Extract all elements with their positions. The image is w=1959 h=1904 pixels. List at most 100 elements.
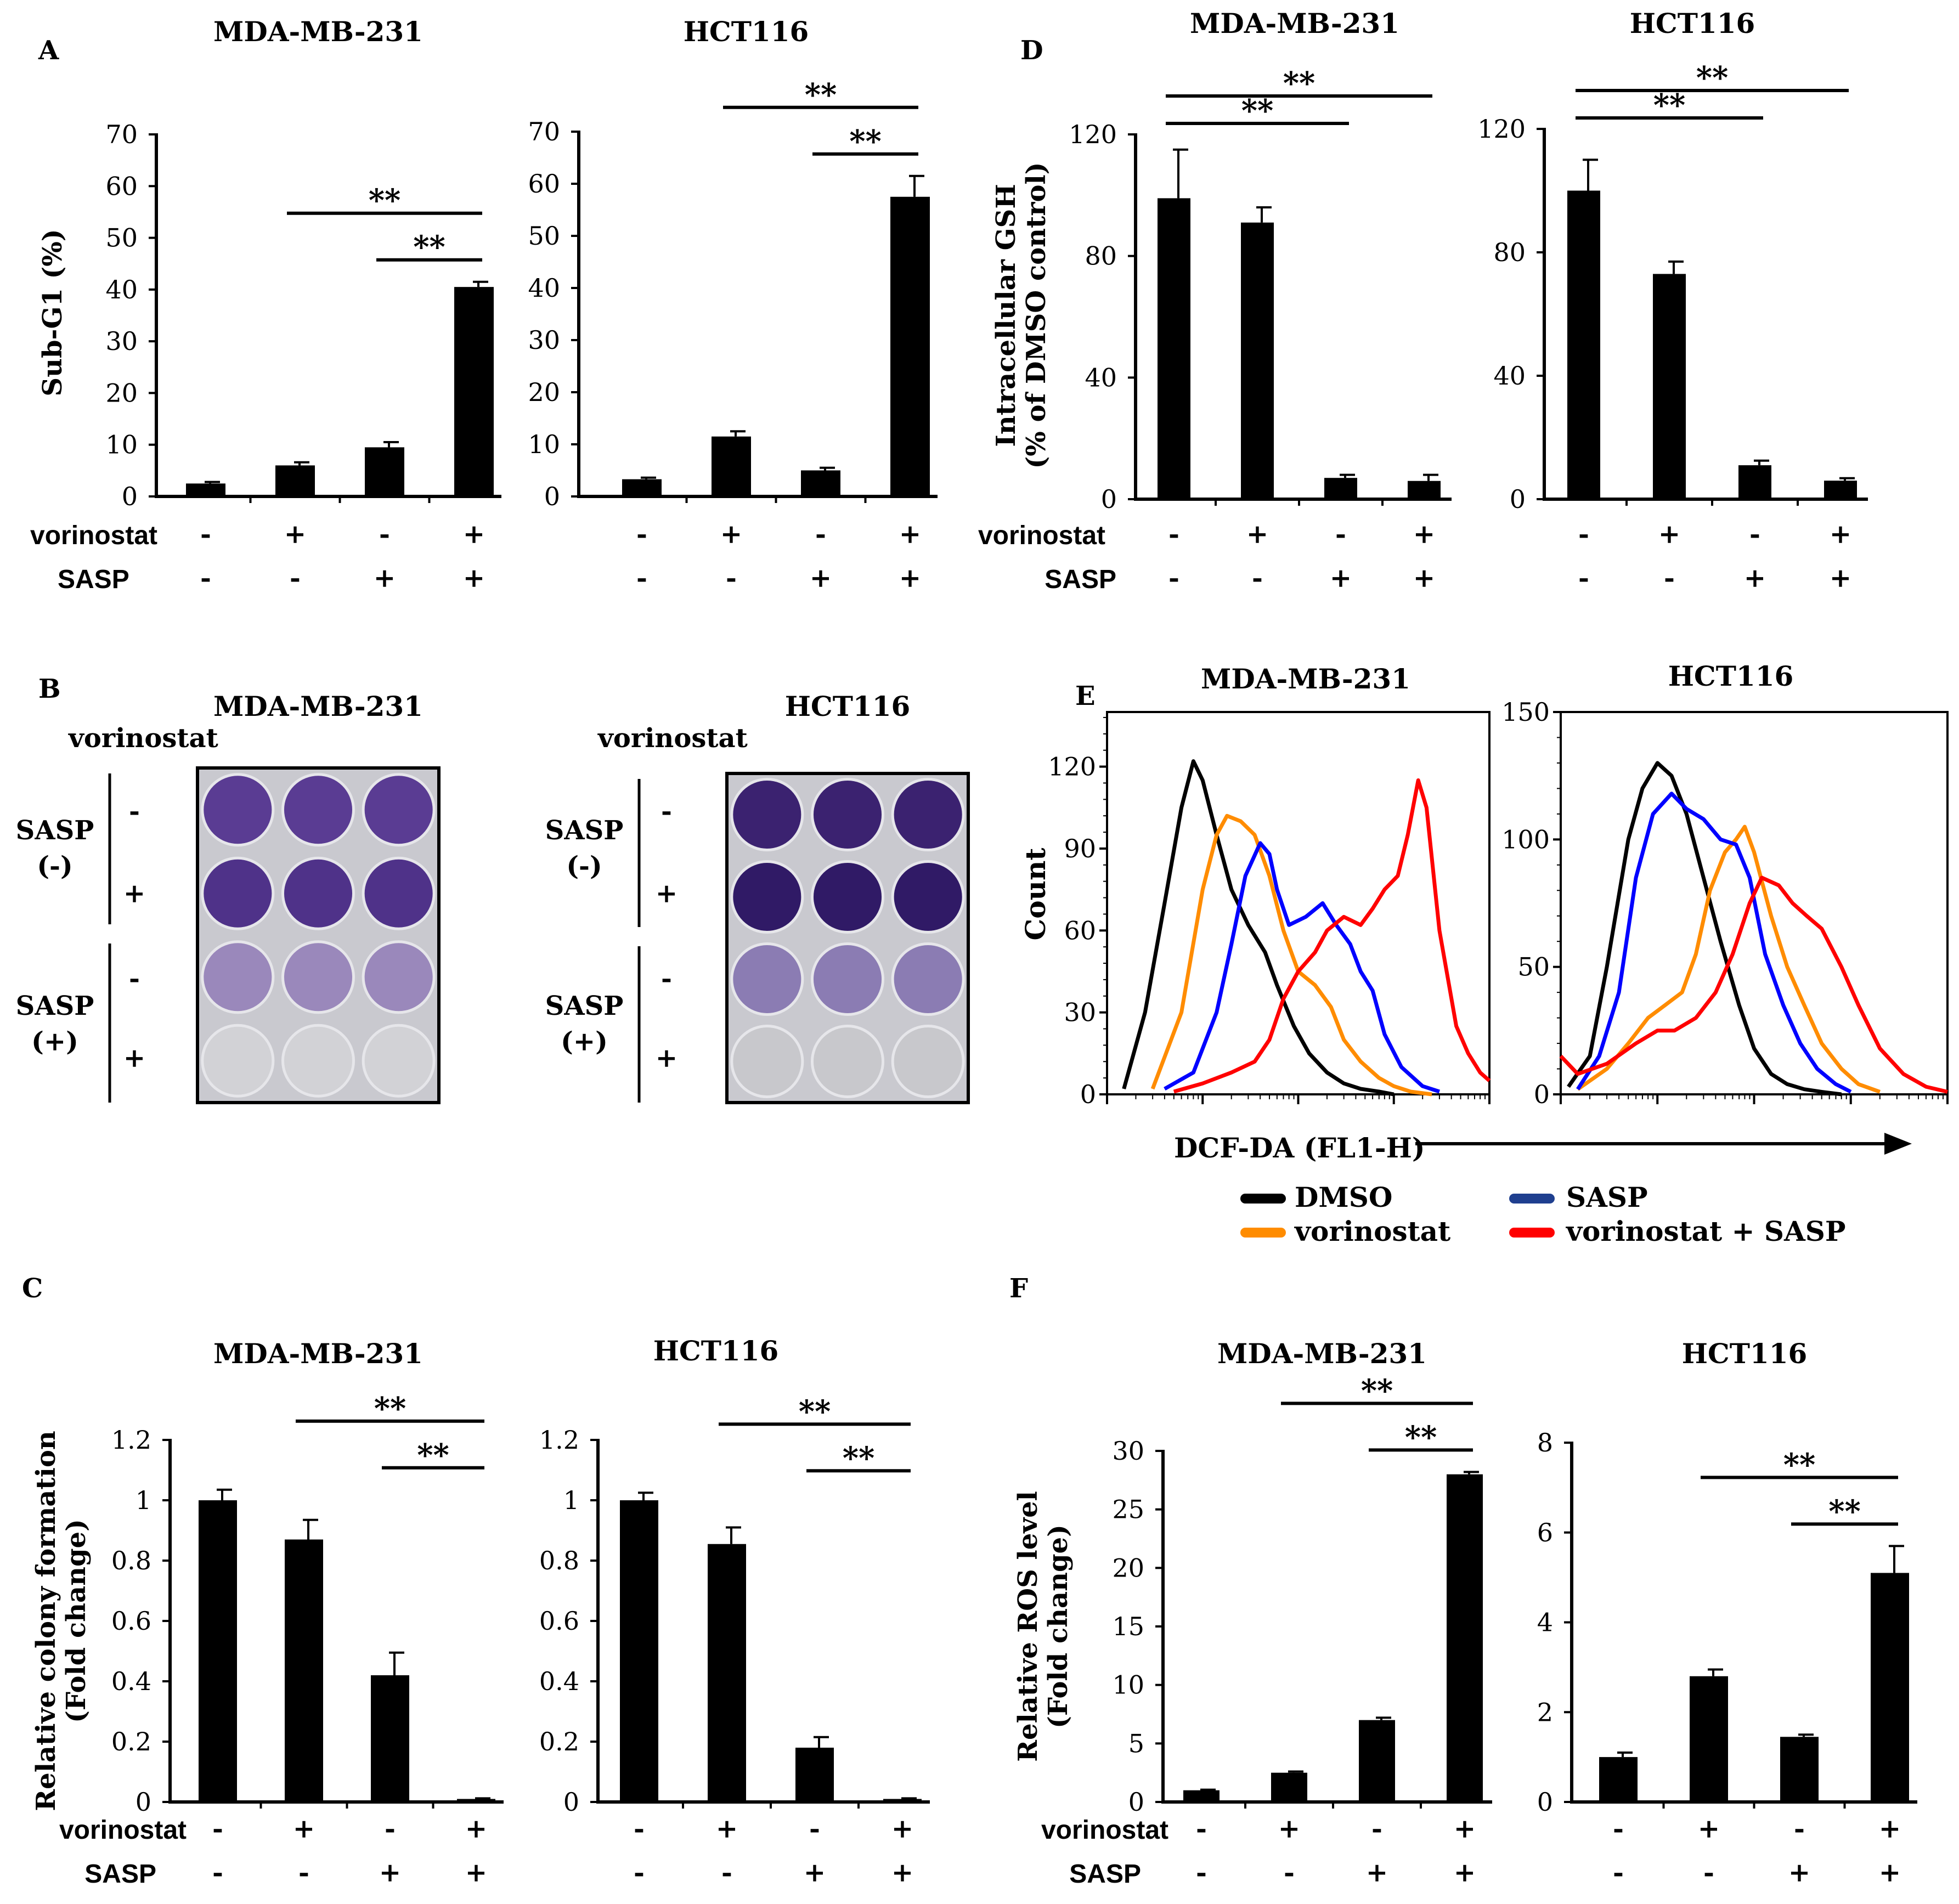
y-tick-label: 0 (544, 482, 560, 511)
treatment-row-label: vorinostat (1041, 1816, 1168, 1845)
treatment-sign: + (1788, 1857, 1810, 1888)
y-tick-label: 30 (528, 325, 560, 355)
treatment-row-label: SASP (1069, 1860, 1141, 1889)
treatment-sign: - (200, 563, 211, 594)
significance-label: ** (369, 183, 401, 219)
treatment-sign: + (374, 563, 396, 594)
plate-well (810, 942, 885, 1016)
plate-well (730, 1024, 804, 1099)
histogram-e1: MDA-MB-231 0 30 60 90 120 Count (1019, 663, 1491, 1109)
significance-label: ** (1405, 1419, 1437, 1455)
treatment-sign: + (293, 1813, 315, 1844)
treatment-sign: + (1830, 563, 1851, 594)
y-tick-label: 50 (1517, 952, 1550, 982)
treatment-sign: - (636, 519, 647, 550)
series-line (1576, 792, 1852, 1094)
treatment-sign: + (1879, 1813, 1901, 1844)
bar-chart-f1: MDA-MB-231 0 5 10 15 20 25 30 ** ** Relative ROS l… (1013, 1337, 1492, 1889)
plate-well (362, 773, 436, 847)
treatment-sign: - (1168, 563, 1179, 594)
treatment-sign: + (379, 1857, 401, 1888)
y-tick-label: 1.2 (111, 1425, 151, 1455)
treatment-sign: - (1168, 519, 1179, 550)
y-tick-label: 0 (563, 1787, 579, 1817)
bar (275, 465, 315, 496)
bar (1241, 222, 1274, 499)
bar (883, 1799, 922, 1802)
bar (801, 470, 840, 496)
bar (620, 1500, 658, 1802)
plate-well (201, 940, 275, 1014)
plate-well (891, 942, 965, 1016)
treatment-sign: - (1196, 1857, 1207, 1888)
panel-letter-c: C (22, 1273, 43, 1304)
plate-well (891, 860, 965, 934)
bar (371, 1675, 409, 1802)
plate-well (281, 940, 355, 1014)
panel-b-row-sign: + (123, 1043, 145, 1074)
treatment-sign: + (1330, 563, 1352, 594)
treatment-sign: - (1578, 563, 1589, 594)
y-tick-label: 120 (1048, 752, 1096, 782)
bar (712, 436, 751, 496)
y-tick-label: 40 (1493, 361, 1526, 391)
y-tick-label: 60 (105, 171, 138, 201)
panel-b-group2-label-right: SASP (545, 991, 624, 1021)
y-tick-label: 60 (1064, 916, 1096, 945)
y-tick-label: 0 (1080, 1080, 1096, 1109)
treatment-sign: + (1698, 1813, 1720, 1844)
panel-b-row-sign: - (129, 963, 140, 994)
y-tick-label: 25 (1112, 1495, 1144, 1524)
y-axis-label: (Fold change) (61, 1519, 92, 1723)
chart-title: MDA-MB-231 (1190, 7, 1399, 39)
treatment-sign: + (1879, 1857, 1901, 1888)
panel-b-row-sign: - (661, 796, 672, 827)
treatment-sign: + (1454, 1813, 1476, 1844)
y-tick-label: 1.2 (539, 1425, 579, 1455)
chart-title: MDA-MB-231 (213, 1337, 423, 1370)
bar (1824, 481, 1857, 499)
treatment-sign: + (1744, 563, 1766, 594)
y-tick-label: 0.2 (539, 1727, 579, 1756)
treatment-sign: - (212, 1813, 223, 1844)
treatment-sign: + (1413, 519, 1435, 550)
y-tick-label: 2 (1537, 1697, 1553, 1727)
bar (1599, 1757, 1638, 1802)
treatment-sign: - (721, 1857, 732, 1888)
treatment-sign: - (815, 519, 826, 550)
y-tick-label: 50 (528, 221, 560, 251)
y-tick-label: 0.6 (539, 1606, 579, 1636)
treatment-row-label: vorinostat (59, 1816, 187, 1845)
significance-label: ** (843, 1440, 875, 1476)
y-tick-label: 10 (528, 430, 560, 459)
bar (285, 1539, 323, 1802)
significance-label: ** (374, 1391, 407, 1427)
treatment-sign: + (810, 563, 832, 594)
y-tick-label: 90 (1064, 834, 1096, 863)
treatment-sign: - (1613, 1813, 1624, 1844)
y-tick-label: 5 (1128, 1728, 1144, 1758)
treatment-sign: - (1613, 1857, 1624, 1888)
y-tick-label: 30 (1064, 998, 1096, 1027)
panel-letter-b: B (38, 674, 61, 704)
y-axis-label: Sub-G1 (%) (37, 229, 68, 396)
panel-b-group2-sub-left: (+) (31, 1026, 78, 1057)
y-tick-label: 1 (563, 1485, 579, 1515)
y-tick-label: 30 (105, 326, 138, 356)
plate-well (730, 777, 804, 852)
y-tick-label: 0.6 (111, 1606, 151, 1636)
bar (622, 479, 662, 496)
treatment-sign: - (1749, 519, 1760, 550)
y-tick-label: 0.8 (539, 1546, 579, 1575)
bar-chart-c2: HCT116 0 0.2 0.4 0.6 0.8 1 1.2 ** ** - + - + - - + + (539, 1335, 930, 1888)
treatment-sign: + (891, 1813, 913, 1844)
treatment-sign: - (1371, 1813, 1382, 1844)
panel-b-group1-label-right: SASP (545, 815, 624, 846)
bar-chart-a1: MDA-MB-231 0 10 20 30 40 50 60 70 ** ** Sub-G1 (%) -… (30, 15, 501, 594)
chart-title: HCT116 (1668, 660, 1794, 692)
y-tick-label: 15 (1112, 1612, 1144, 1641)
panel-b-row-sign: + (656, 878, 678, 909)
panel-b-row-sign: - (129, 796, 140, 827)
y-tick-label: 50 (105, 223, 138, 253)
plate-well (730, 860, 804, 934)
